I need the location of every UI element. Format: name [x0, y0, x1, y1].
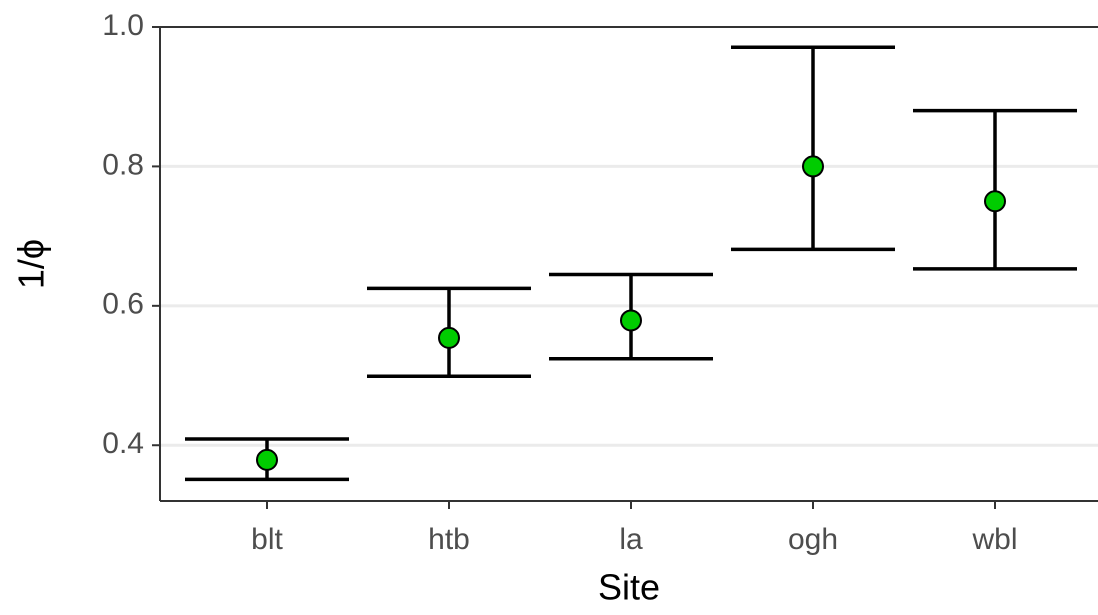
- point: [256, 448, 278, 471]
- x-tick-label: wbl: [971, 523, 1017, 556]
- y-tick-label: 1.0: [102, 9, 144, 42]
- x-tick-label: blt: [251, 523, 283, 556]
- x-axis-title: Site: [598, 567, 660, 608]
- y-tick-label: 0.6: [102, 288, 144, 321]
- point: [984, 190, 1006, 213]
- y-tick-label: 0.4: [102, 427, 144, 460]
- x-tick-label: ogh: [788, 523, 838, 556]
- y-tick-label: 0.8: [102, 148, 144, 181]
- y-axis-title: 1/ϕ: [11, 239, 52, 289]
- point: [438, 326, 460, 349]
- x-tick-label: la: [619, 523, 643, 556]
- point: [802, 155, 824, 178]
- point: [620, 309, 642, 332]
- x-tick-label: htb: [428, 523, 470, 556]
